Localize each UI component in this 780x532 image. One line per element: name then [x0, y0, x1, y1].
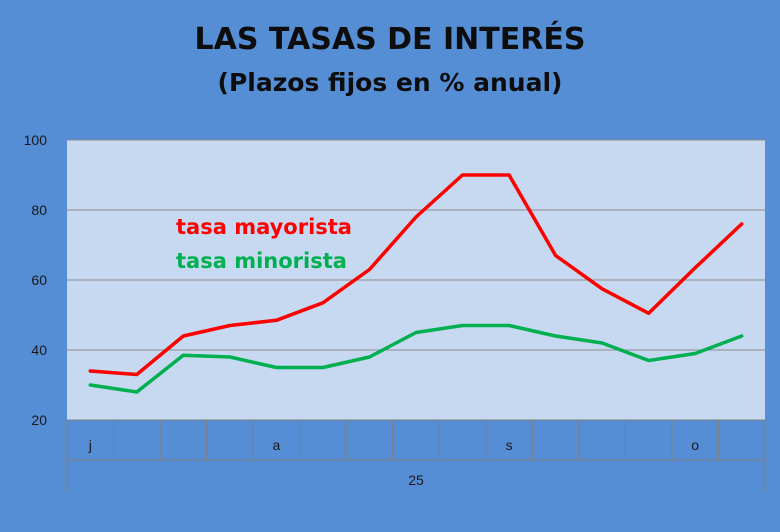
- y-axis: 20 40 60 80 100: [24, 132, 48, 428]
- y-tick-label: 60: [31, 272, 47, 288]
- y-tick-label: 40: [31, 342, 47, 358]
- series-line-mayorista: [88, 173, 744, 377]
- x-year-label: 25: [408, 472, 424, 488]
- x-month-label: a: [273, 437, 281, 453]
- series-line-minorista: [88, 323, 744, 394]
- series-lines: [88, 173, 744, 394]
- y-tick-label: 80: [31, 202, 47, 218]
- x-month-label: o: [691, 437, 699, 453]
- x-month-label: s: [506, 437, 513, 453]
- x-month-label: j: [88, 437, 92, 453]
- chart-subtitle: (Plazos fijos en % anual): [217, 68, 563, 97]
- legend-entry: tasa minorista: [176, 249, 347, 273]
- x-axis: j a s o 25: [66, 419, 766, 492]
- y-tick-label: 100: [24, 132, 48, 148]
- chart-title: LAS TASAS DE INTERÉS: [194, 22, 586, 57]
- y-tick-label: 20: [31, 412, 47, 428]
- legend-entry: tasa mayorista: [176, 215, 352, 239]
- legend: tasa mayorista tasa minorista: [176, 215, 352, 273]
